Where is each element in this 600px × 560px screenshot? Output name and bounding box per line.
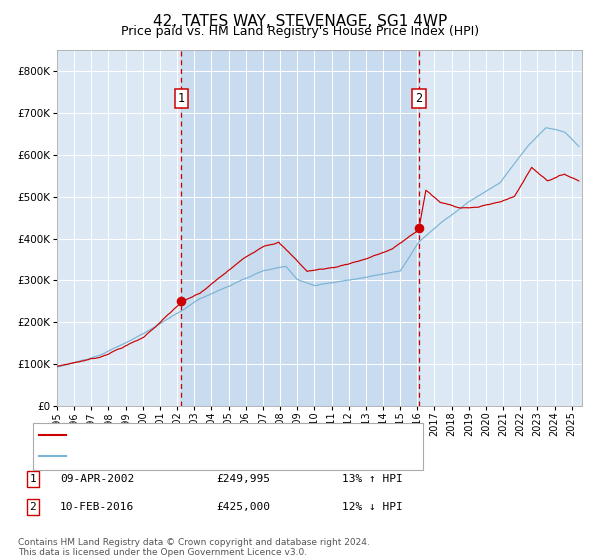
- Text: 10-FEB-2016: 10-FEB-2016: [60, 502, 134, 512]
- Text: £249,995: £249,995: [216, 474, 270, 484]
- Bar: [181, 50, 419, 406]
- Text: 13% ↑ HPI: 13% ↑ HPI: [342, 474, 403, 484]
- Text: Contains HM Land Registry data © Crown copyright and database right 2024.
This d: Contains HM Land Registry data © Crown c…: [18, 538, 370, 557]
- Text: 2: 2: [415, 92, 422, 105]
- Text: £425,000: £425,000: [216, 502, 270, 512]
- Text: 42, TATES WAY, STEVENAGE, SG1 4WP: 42, TATES WAY, STEVENAGE, SG1 4WP: [153, 14, 447, 29]
- Text: Price paid vs. HM Land Registry's House Price Index (HPI): Price paid vs. HM Land Registry's House …: [121, 25, 479, 38]
- Text: HPI: Average price, detached house, Stevenage: HPI: Average price, detached house, Stev…: [70, 451, 374, 461]
- Text: 1: 1: [178, 92, 185, 105]
- Text: 42, TATES WAY, STEVENAGE, SG1 4WP (detached house): 42, TATES WAY, STEVENAGE, SG1 4WP (detac…: [70, 430, 408, 440]
- Text: 1: 1: [29, 474, 37, 484]
- Text: 2: 2: [29, 502, 37, 512]
- Text: 09-APR-2002: 09-APR-2002: [60, 474, 134, 484]
- Text: 12% ↓ HPI: 12% ↓ HPI: [342, 502, 403, 512]
- Point: [414, 224, 424, 233]
- Point: [176, 297, 186, 306]
